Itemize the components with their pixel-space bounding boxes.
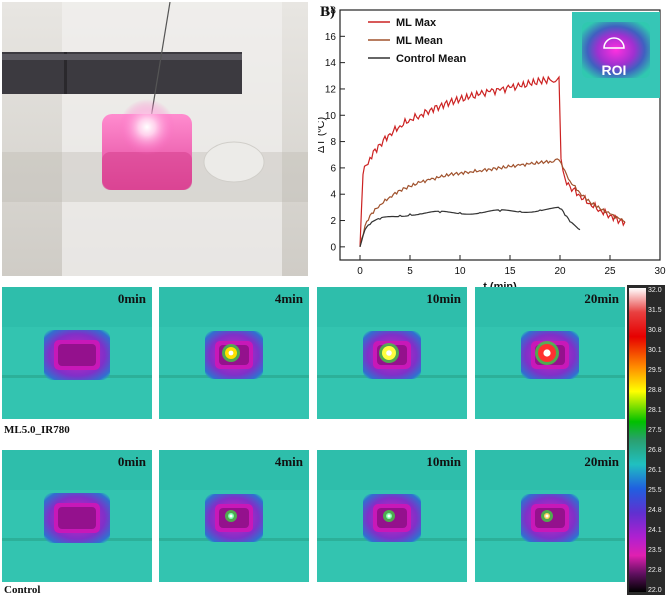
x-tick-label: 20 — [554, 266, 566, 277]
temperature-colorbar: 32.0 31.5 30.8 30.1 29.5 28.8 28.1 27.5 26.8 26.1… — [627, 285, 665, 595]
colorbar-tick: 28.1 — [648, 407, 662, 414]
chart-svg: 051015202530024681012141618t (min)ΔT (ºC… — [315, 6, 666, 294]
thermal-image: 20min — [475, 450, 625, 582]
thermal-image: 4min — [159, 287, 309, 419]
colorbar-tick: 30.8 — [648, 327, 662, 334]
colorbar-tick: 32.0 — [648, 287, 662, 294]
row-c-caption: ML5.0_IR780 — [4, 424, 70, 436]
plot-frame — [339, 9, 661, 261]
y-tick-label: 6 — [330, 163, 336, 174]
row-d-caption: Control — [4, 584, 41, 596]
thermal-image: 10min — [317, 287, 467, 419]
panel-label-b: B) — [320, 4, 335, 20]
y-tick-label: 12 — [325, 84, 337, 95]
colorbar-tick: 28.8 — [648, 387, 662, 394]
y-tick-label: 0 — [330, 242, 336, 253]
y-axis-label: ΔT (ºC) — [318, 117, 327, 153]
x-tick-label: 25 — [604, 266, 616, 277]
thermal-image: 20min — [475, 287, 625, 419]
colorbar-gradient — [629, 288, 646, 592]
time-label: 4min — [274, 454, 303, 469]
time-label: 20min — [584, 454, 619, 469]
legend-label: Control Mean — [396, 53, 467, 65]
series-line — [359, 206, 581, 247]
series-line — [359, 158, 626, 247]
time-label: 10min — [426, 454, 461, 469]
time-label: 10min — [426, 291, 461, 306]
y-tick-label: 8 — [330, 137, 336, 148]
colorbar-tick: 26.1 — [648, 467, 662, 474]
roi-inset: ROI — [572, 12, 660, 98]
time-label: 4min — [274, 291, 303, 306]
thermal-image: 4min — [159, 450, 309, 582]
x-tick-label: 30 — [654, 266, 666, 277]
y-tick-label: 18 — [325, 6, 337, 17]
y-tick-label: 2 — [330, 216, 336, 227]
x-tick-label: 10 — [454, 266, 466, 277]
thermal-image: 10min — [317, 450, 467, 582]
colorbar-tick: 29.5 — [648, 367, 662, 374]
colorbar-tick: 25.5 — [648, 487, 662, 494]
x-tick-label: 15 — [504, 266, 516, 277]
time-label: 0min — [117, 454, 146, 469]
y-tick-label: 10 — [325, 111, 337, 122]
laser-fiber-photo — [2, 2, 308, 276]
colorbar-tick: 22.8 — [648, 567, 662, 574]
colorbar-tick: 24.8 — [648, 507, 662, 514]
colorbar-tick: 27.5 — [648, 427, 662, 434]
roi-label: ROI — [602, 62, 627, 78]
x-tick-label: 5 — [407, 266, 413, 277]
colorbar-tick: 26.8 — [648, 447, 662, 454]
colorbar-tick: 23.5 — [648, 547, 662, 554]
x-tick-label: 0 — [357, 266, 363, 277]
colorbar-tick: 31.5 — [648, 307, 662, 314]
thermal-image: 0min — [2, 450, 152, 582]
y-tick-label: 14 — [325, 58, 337, 69]
series-line — [359, 75, 626, 247]
colorbar-tick: 30.1 — [648, 347, 662, 354]
colorbar-tick: 24.1 — [648, 527, 662, 534]
temperature-chart: 051015202530024681012141618t (min)ΔT (ºC… — [315, 0, 666, 296]
time-label: 0min — [117, 291, 146, 306]
y-tick-label: 16 — [325, 32, 337, 43]
y-tick-label: 4 — [330, 190, 336, 201]
thermal-image: 0min — [2, 287, 152, 419]
time-label: 20min — [584, 291, 619, 306]
colorbar-tick: 22.0 — [648, 587, 662, 594]
legend-label: ML Max — [396, 17, 437, 29]
legend-label: ML Mean — [396, 35, 443, 47]
